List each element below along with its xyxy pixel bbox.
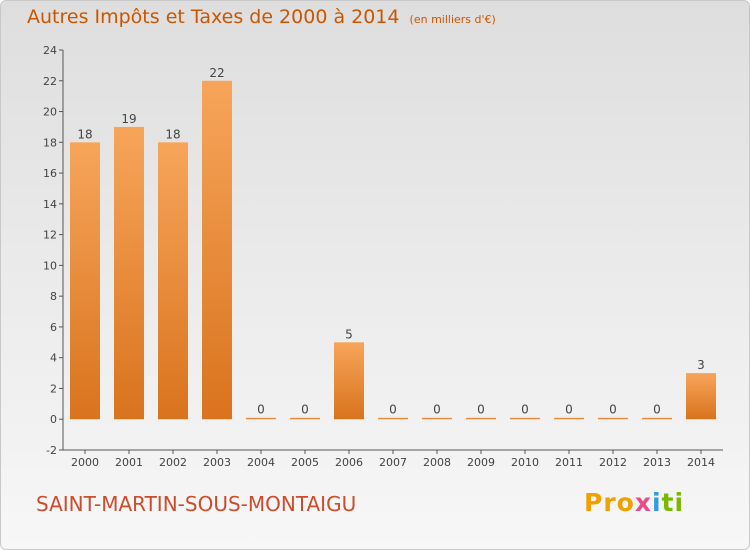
logo-part-2: x <box>634 488 652 517</box>
x-tick-label-2012: 2012 <box>599 456 627 469</box>
value-label-2013: 0 <box>653 403 661 417</box>
bar-2001 <box>114 126 144 420</box>
y-tick-label: 4 <box>50 352 57 365</box>
value-label-2006: 5 <box>345 327 353 341</box>
value-label-2002: 18 <box>165 127 180 141</box>
chart-title-unit: (en milliers d'€) <box>409 13 496 26</box>
value-label-2011: 0 <box>565 403 573 417</box>
bar-2004 <box>246 417 276 420</box>
y-tick-label: 2 <box>50 382 57 395</box>
x-tick-label-2001: 2001 <box>115 456 143 469</box>
x-tick-label-2013: 2013 <box>643 456 671 469</box>
x-tick-label-2004: 2004 <box>247 456 275 469</box>
bar-2009 <box>466 417 496 420</box>
bar-2013 <box>642 417 672 420</box>
bar-2014 <box>686 373 716 420</box>
value-label-2003: 22 <box>209 66 224 80</box>
value-label-2012: 0 <box>609 403 617 417</box>
value-label-2009: 0 <box>477 403 485 417</box>
x-tick-label-2000: 2000 <box>71 456 99 469</box>
x-tick-label-2005: 2005 <box>291 456 319 469</box>
bar-2005 <box>290 417 320 420</box>
x-tick-label-2011: 2011 <box>555 456 583 469</box>
bars <box>70 80 716 420</box>
y-tick-label: 0 <box>50 413 57 426</box>
y-tick-label: 6 <box>50 321 57 334</box>
value-label-2005: 0 <box>301 403 309 417</box>
x-tick-label-2008: 2008 <box>423 456 451 469</box>
chart-title-main: Autres Impôts et Taxes de 2000 à 2014 <box>27 6 400 28</box>
value-label-2001: 19 <box>121 112 136 126</box>
y-tick-label: 12 <box>43 229 57 242</box>
x-tick-label-2006: 2006 <box>335 456 363 469</box>
y-tick-label: 20 <box>43 106 57 119</box>
value-label-2010: 0 <box>521 403 529 417</box>
bar-2003 <box>202 80 232 420</box>
logo-part-3: i <box>651 488 662 517</box>
bar-2007 <box>378 417 408 420</box>
x-tick-label-2003: 2003 <box>203 456 231 469</box>
y-tick-label: 14 <box>43 198 57 211</box>
y-tick-label: 10 <box>43 259 57 272</box>
data-labels: 18 19 18 22 0 0 5 0 0 0 0 0 0 0 3 <box>77 66 704 417</box>
commune-name: SAINT-MARTIN-SOUS-MONTAIGU <box>36 492 357 516</box>
y-tick-label: 18 <box>43 136 57 149</box>
value-label-2008: 0 <box>433 403 441 417</box>
x-tick-label-2014: 2014 <box>687 456 715 469</box>
x-tick-label-2007: 2007 <box>379 456 407 469</box>
bar-2008 <box>422 417 452 420</box>
bar-2006 <box>334 342 364 420</box>
x-tick-label-2010: 2010 <box>511 456 539 469</box>
y-tick-label: 24 <box>43 44 57 57</box>
y-tick-label: 16 <box>43 167 57 180</box>
chart-title: Autres Impôts et Taxes de 2000 à 2014 (e… <box>27 6 496 28</box>
bar-2000 <box>70 142 100 420</box>
logo-part-1: Pro <box>584 488 635 517</box>
value-label-2007: 0 <box>389 403 397 417</box>
value-label-2000: 18 <box>77 127 92 141</box>
x-tick-label-2009: 2009 <box>467 456 495 469</box>
value-label-2004: 0 <box>257 403 265 417</box>
logo-part-4: ti <box>661 488 685 517</box>
y-tick-label: 22 <box>43 75 57 88</box>
bar-2010 <box>510 417 540 420</box>
bar-2012 <box>598 417 628 420</box>
y-tick-label: 8 <box>50 290 57 303</box>
bar-2002 <box>158 142 188 420</box>
proxiti-logo[interactable]: Proxiti <box>584 488 684 517</box>
bar-2011 <box>554 417 584 420</box>
value-label-2014: 3 <box>697 358 705 372</box>
x-tick-label-2002: 2002 <box>159 456 187 469</box>
y-tick-label: -2 <box>46 444 57 457</box>
